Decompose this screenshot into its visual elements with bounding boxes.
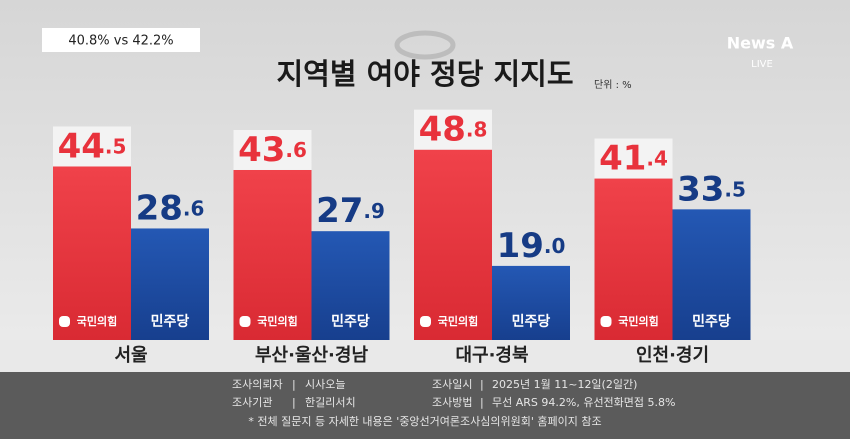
footer-text: 조사방법 bbox=[432, 396, 472, 409]
series-name: 민주당 bbox=[512, 313, 551, 330]
party-icon bbox=[239, 316, 251, 327]
footer-text: 조사일시 bbox=[432, 377, 472, 391]
footer-text: 2025년 1월 11~12일(2일간) bbox=[492, 377, 637, 391]
series-name: 국민의힘 bbox=[438, 314, 478, 328]
value-label: 19.0 bbox=[497, 225, 566, 265]
label-box bbox=[233, 129, 312, 170]
party-icon bbox=[59, 316, 70, 327]
bar bbox=[414, 149, 492, 340]
footer-band bbox=[0, 372, 850, 439]
value-label: 27.9 bbox=[316, 191, 385, 231]
bar bbox=[492, 265, 570, 340]
bar bbox=[131, 228, 209, 340]
footer-text: 무선 ARS 94.2%, 유선전화면접 5.8% bbox=[492, 396, 675, 409]
party-icon bbox=[420, 316, 431, 327]
label-box bbox=[414, 109, 492, 150]
badge-box bbox=[42, 28, 200, 52]
label-box bbox=[53, 126, 131, 167]
value-label: 33.5 bbox=[677, 169, 746, 209]
footer-text: | bbox=[292, 378, 296, 391]
chart-title: 지역별 여야 정당 지지도 bbox=[276, 57, 573, 91]
footer-text: 한길리서치 bbox=[305, 396, 356, 409]
series-name: 국민의힘 bbox=[618, 314, 658, 328]
bar bbox=[233, 169, 312, 340]
footer-text: | bbox=[480, 396, 484, 409]
series-name: 국민의힘 bbox=[257, 314, 297, 328]
x-tick-label: 부산·울산·경남 bbox=[255, 345, 368, 366]
bar bbox=[672, 209, 751, 340]
bar bbox=[53, 166, 131, 340]
series-name: 민주당 bbox=[151, 313, 190, 330]
unit: 단위 : % bbox=[594, 78, 632, 91]
x-tick-label: 인천·경기 bbox=[636, 345, 709, 366]
logo: News A bbox=[727, 34, 794, 53]
value-label: 44.5 bbox=[58, 126, 127, 166]
footer-text: | bbox=[480, 378, 484, 391]
footer-text: | bbox=[292, 396, 296, 409]
series-name: 민주당 bbox=[331, 313, 370, 330]
category-band bbox=[0, 340, 850, 372]
label-box bbox=[594, 138, 673, 179]
x-tick-label: 대구·경북 bbox=[455, 345, 528, 366]
badge: 40.8% vs 42.2% bbox=[68, 34, 173, 49]
footer-text: 시사오늘 bbox=[305, 378, 345, 391]
footer-text: 조사기관 bbox=[232, 396, 272, 409]
footer-note: * 전체 질문지 등 자세한 내용은 '중앙선거여론조사심의위원회' 홈페이지 … bbox=[248, 414, 601, 428]
value-label: 41.4 bbox=[599, 138, 668, 178]
x-tick-label: 서울 bbox=[114, 345, 147, 366]
live: LIVE bbox=[751, 59, 773, 70]
series-name: 민주당 bbox=[692, 313, 731, 330]
value-label: 43.6 bbox=[238, 129, 307, 169]
series-name: 국민의힘 bbox=[77, 314, 117, 328]
footer-text: 조사의뢰자 bbox=[232, 378, 283, 391]
bar bbox=[594, 178, 673, 340]
bar bbox=[311, 231, 390, 340]
value-label: 28.6 bbox=[136, 188, 205, 228]
value-label: 48.8 bbox=[419, 109, 488, 149]
decoration bbox=[394, 30, 456, 60]
party-icon bbox=[600, 316, 612, 327]
